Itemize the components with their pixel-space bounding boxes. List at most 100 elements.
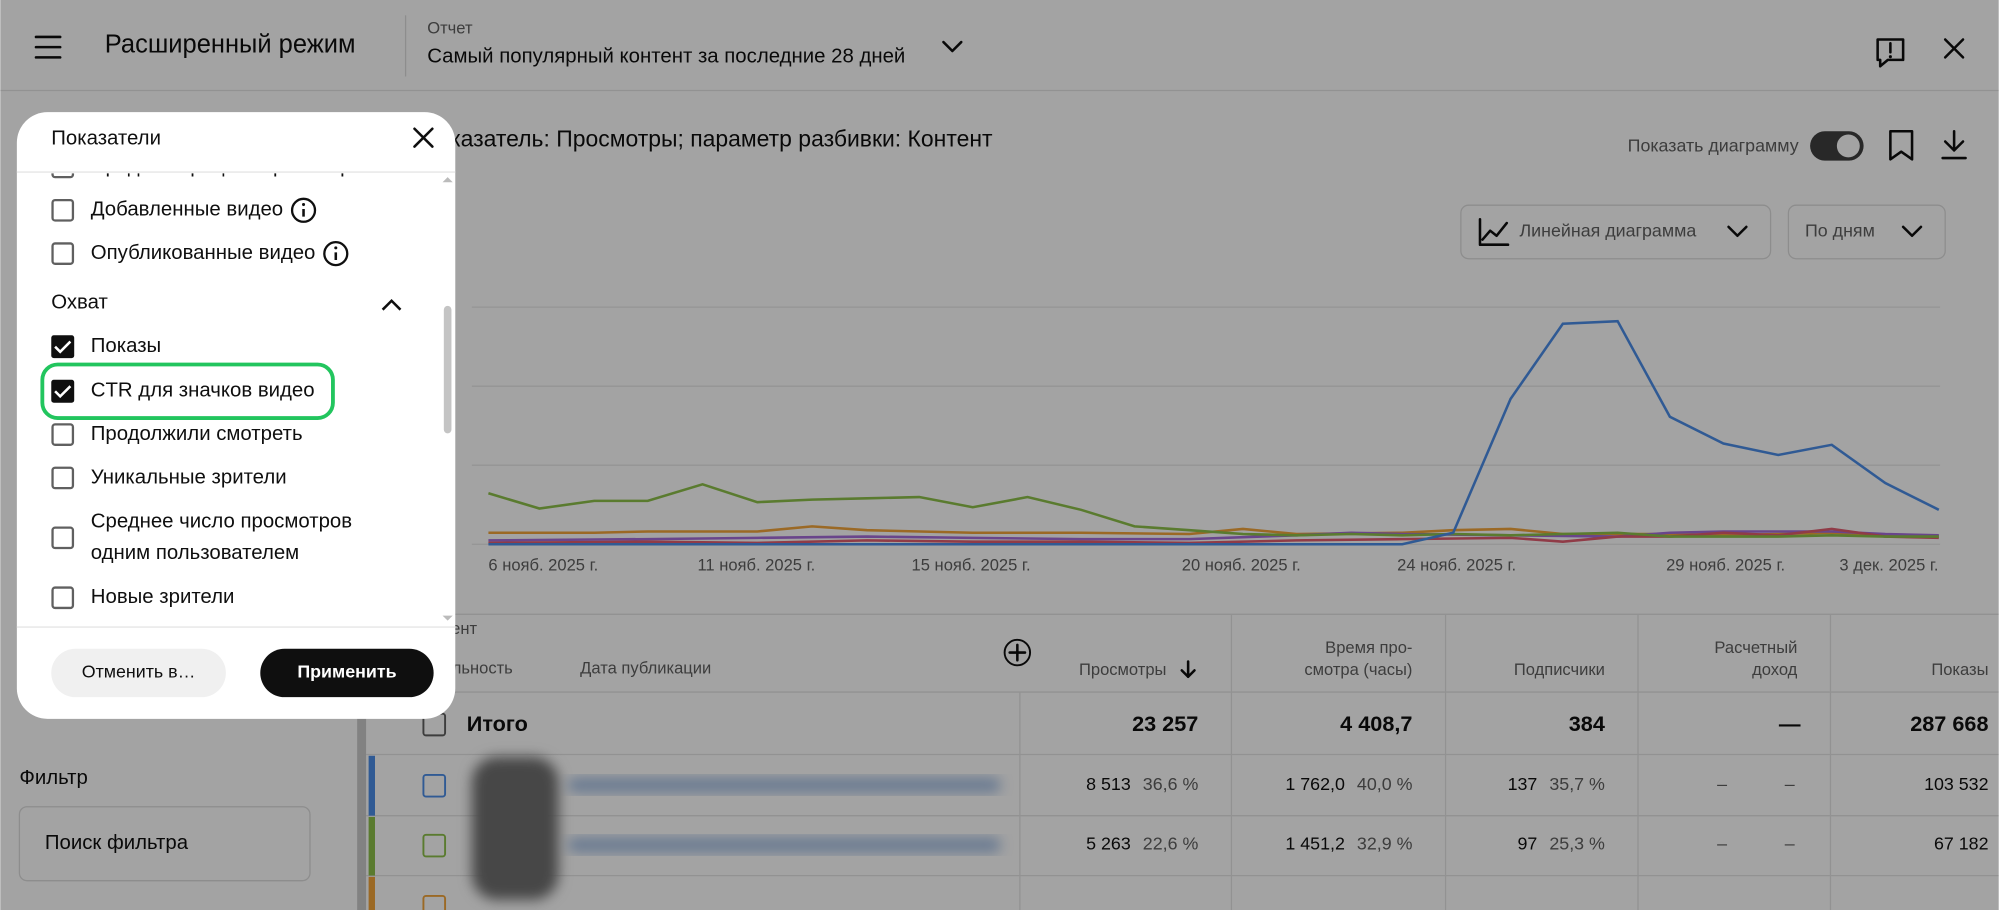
- cell-value: 5 263: [1086, 834, 1131, 854]
- cell-percent: 32,9 %: [1357, 834, 1413, 854]
- panel-close[interactable]: [413, 127, 434, 148]
- report-label: Отчет: [427, 19, 473, 38]
- column-header: Дата публикации: [580, 658, 711, 677]
- checkbox[interactable]: [51, 423, 75, 446]
- x-tick-label: 11 нояб. 2025 г.: [697, 555, 815, 574]
- info-icon[interactable]: [290, 197, 317, 223]
- metric-label: Средний процент просмотра: [91, 155, 364, 177]
- period: По дням: [1805, 221, 1875, 241]
- checkbox[interactable]: [51, 242, 75, 265]
- x-tick-label: 24 нояб. 2025 г.: [1397, 555, 1516, 574]
- period-dropdown[interactable]: [1787, 204, 1946, 260]
- menu-icon[interactable]: [34, 35, 62, 59]
- cell-value: –: [1785, 774, 1795, 794]
- total-value: —: [1779, 711, 1801, 736]
- section-label: Охват: [51, 292, 108, 314]
- info-icon: [302, 203, 306, 207]
- cell-value: –: [1785, 834, 1795, 854]
- add-column[interactable]: [1003, 638, 1032, 667]
- cell-value: –: [1717, 774, 1727, 794]
- chart-lines: [488, 319, 1940, 546]
- panel-scrollbar: [443, 305, 452, 434]
- cell-value: 8 513: [1086, 774, 1131, 794]
- line-chart-icon: [1478, 217, 1510, 246]
- column-dividers: [1019, 614, 1832, 910]
- checkbox-checked[interactable]: [51, 379, 75, 403]
- column-header: Время про-: [1325, 638, 1412, 657]
- feedback-icon[interactable]: [1876, 38, 1905, 68]
- cell-percent: 40,0 %: [1357, 774, 1413, 794]
- cell-value: 137: [1508, 774, 1538, 794]
- metric-label: CTR для значков видео: [91, 380, 315, 402]
- chevron: [1727, 225, 1748, 238]
- total-value: 384: [1569, 711, 1605, 736]
- filter-input[interactable]: [18, 806, 311, 882]
- scrollbar: [357, 713, 367, 910]
- metric-label: Показы: [91, 335, 161, 357]
- toggle-label: Показать диаграмму: [1628, 135, 1799, 155]
- x-axis: 6 нояб. 2025 г. 11 нояб. 2025 г. 15 нояб. …: [488, 555, 1938, 574]
- chart-type: Линейная диаграмма: [1520, 221, 1697, 241]
- checkbox-checked[interactable]: [51, 335, 75, 359]
- cell-value: 1 451,2: [1285, 834, 1345, 854]
- apply-button[interactable]: [260, 648, 434, 698]
- cell-value: 103 532: [1924, 774, 1989, 794]
- filter-placeholder: Поиск фильтра: [45, 832, 189, 854]
- sort-icon: [1180, 660, 1196, 679]
- x-tick-label: 20 нояб. 2025 г.: [1182, 555, 1301, 574]
- thumbnail: [471, 757, 559, 900]
- checkmark: [54, 385, 72, 399]
- checkbox[interactable]: [51, 526, 75, 550]
- cell-percent: 22,6 %: [1143, 834, 1199, 854]
- info-icon[interactable]: [323, 241, 349, 267]
- series-color: [368, 876, 375, 910]
- column-header: Расчетный: [1714, 638, 1797, 657]
- checkbox[interactable]: [51, 157, 75, 179]
- panel-title: Показатели: [51, 127, 161, 149]
- x-tick-label: 29 нояб. 2025 г.: [1666, 555, 1785, 574]
- report-name[interactable]: Самый популярный контент за последние 28…: [427, 46, 905, 68]
- checkbox[interactable]: [51, 466, 75, 490]
- scroll-up[interactable]: [442, 177, 453, 183]
- column-header: смотра (часы): [1304, 660, 1412, 679]
- filter-label: Фильтр: [19, 767, 87, 789]
- checkbox[interactable]: [51, 586, 75, 610]
- cancel-button[interactable]: [51, 648, 226, 698]
- video-link[interactable]: [567, 777, 1001, 793]
- x-tick-label: 6 нояб. 2025 г.: [488, 555, 598, 574]
- cell-percent: 35,7 %: [1549, 774, 1605, 794]
- metric-label: Опубликованные видео: [91, 242, 316, 264]
- report-dropdown[interactable]: [942, 40, 963, 53]
- cell-value: 97: [1517, 834, 1537, 854]
- cell-value: –: [1717, 834, 1727, 854]
- series-color: [368, 755, 375, 816]
- series-color: [368, 816, 375, 876]
- checkmark: [54, 340, 72, 354]
- scroll-down[interactable]: [442, 615, 453, 621]
- checkbox[interactable]: [422, 833, 447, 858]
- cell-value: 1 762,0: [1285, 774, 1345, 794]
- close-icon[interactable]: [1943, 38, 1965, 59]
- chart-line: [488, 319, 1940, 546]
- checkbox[interactable]: [422, 773, 447, 798]
- checkbox[interactable]: [422, 895, 447, 910]
- checkbox[interactable]: [51, 198, 75, 222]
- save-icon[interactable]: [1889, 129, 1914, 161]
- chevron: [1901, 225, 1923, 238]
- download-icon[interactable]: [1941, 129, 1967, 160]
- collapse-icon[interactable]: [381, 298, 402, 311]
- cell-percent: 25,3 %: [1549, 834, 1605, 854]
- column-header: Показы: [1931, 660, 1988, 679]
- toggle[interactable]: [1810, 131, 1864, 161]
- chart-type-dropdown[interactable]: [1460, 204, 1772, 260]
- table: КонтентДлительностьДата публикацииПросмо…: [406, 619, 1989, 854]
- chart-title: Показатель: Просмотры; параметр разбивки…: [421, 125, 993, 151]
- x-tick-label: 15 нояб. 2025 г.: [912, 555, 1031, 574]
- video-link[interactable]: [567, 837, 1001, 853]
- cell-percent: 36,6 %: [1143, 774, 1199, 794]
- app-title: Расширенный режим: [105, 31, 356, 59]
- metric-label: одним пользователем: [91, 542, 299, 564]
- total-value: 287 668: [1910, 711, 1988, 736]
- metric-label: Новые зрители: [91, 586, 235, 608]
